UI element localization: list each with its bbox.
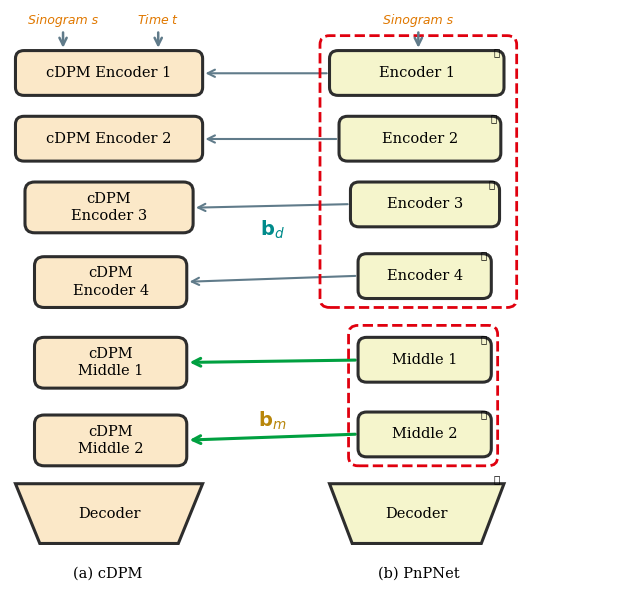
Polygon shape bbox=[330, 484, 504, 543]
Text: (a) cDPM: (a) cDPM bbox=[73, 567, 142, 581]
Text: $\mathbf{b}_d$: $\mathbf{b}_d$ bbox=[260, 219, 285, 241]
Text: Encoder 2: Encoder 2 bbox=[382, 131, 458, 146]
Text: cDPM Encoder 2: cDPM Encoder 2 bbox=[46, 131, 172, 146]
FancyBboxPatch shape bbox=[35, 415, 187, 466]
Text: cDPM
Middle 1: cDPM Middle 1 bbox=[78, 347, 143, 379]
Text: $\mathbf{b}_m$: $\mathbf{b}_m$ bbox=[258, 410, 287, 432]
FancyBboxPatch shape bbox=[35, 257, 187, 308]
Text: 🔒: 🔒 bbox=[481, 409, 487, 419]
Text: Middle 1: Middle 1 bbox=[392, 353, 458, 367]
Text: cDPM Encoder 1: cDPM Encoder 1 bbox=[47, 66, 172, 80]
Text: Sinogram s: Sinogram s bbox=[28, 14, 98, 27]
Text: (b) PnPNet: (b) PnPNet bbox=[378, 567, 459, 581]
FancyBboxPatch shape bbox=[35, 337, 187, 388]
Text: 🔒: 🔒 bbox=[489, 179, 495, 189]
FancyBboxPatch shape bbox=[358, 254, 492, 298]
FancyBboxPatch shape bbox=[358, 412, 492, 457]
Text: Encoder 4: Encoder 4 bbox=[387, 269, 463, 283]
FancyBboxPatch shape bbox=[358, 337, 492, 382]
Text: Middle 2: Middle 2 bbox=[392, 428, 458, 441]
Text: 🔒: 🔒 bbox=[481, 250, 487, 260]
Text: cDPM
Encoder 4: cDPM Encoder 4 bbox=[72, 267, 148, 298]
Text: Decoder: Decoder bbox=[385, 507, 448, 520]
Text: cDPM
Encoder 3: cDPM Encoder 3 bbox=[71, 192, 147, 223]
FancyBboxPatch shape bbox=[25, 182, 193, 233]
Polygon shape bbox=[15, 484, 203, 543]
Text: Encoder 3: Encoder 3 bbox=[387, 197, 463, 212]
Text: Sinogram s: Sinogram s bbox=[383, 14, 453, 27]
FancyBboxPatch shape bbox=[15, 116, 203, 161]
Text: 🔒: 🔒 bbox=[493, 48, 499, 57]
Text: cDPM
Middle 2: cDPM Middle 2 bbox=[78, 425, 143, 456]
FancyBboxPatch shape bbox=[330, 51, 504, 95]
Text: 🔒: 🔒 bbox=[481, 334, 487, 344]
FancyBboxPatch shape bbox=[351, 182, 500, 227]
FancyBboxPatch shape bbox=[339, 116, 501, 161]
Text: Decoder: Decoder bbox=[78, 507, 140, 520]
FancyBboxPatch shape bbox=[15, 51, 203, 95]
Text: Encoder 1: Encoder 1 bbox=[379, 66, 455, 80]
Text: 🔒: 🔒 bbox=[490, 113, 497, 123]
Text: Time $t$: Time $t$ bbox=[137, 13, 179, 27]
Text: 🔒: 🔒 bbox=[493, 475, 499, 485]
